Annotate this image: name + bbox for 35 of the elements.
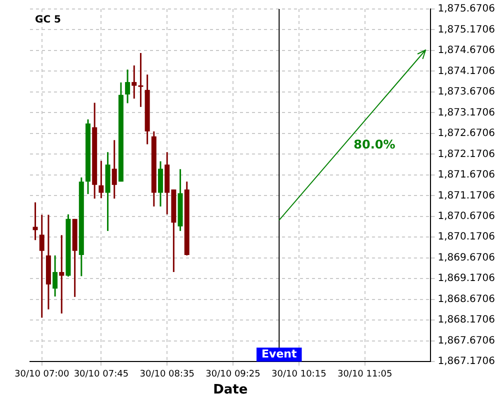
candlestick (39, 214, 44, 318)
x-axis-title: Date (213, 382, 248, 398)
x-tick-label: 30/10 11:05 (337, 369, 392, 380)
candlestick (59, 234, 64, 314)
x-tick-label: 30/10 09:25 (206, 369, 260, 380)
y-tick-label: 1,875.1706 (438, 24, 496, 36)
y-tick-label: 1,871.6706 (438, 170, 496, 181)
y-tick-label: 1,867.6706 (438, 335, 496, 346)
y-tick-label: 1,873.1706 (438, 107, 496, 118)
y-tick-label: 1,873.6706 (438, 86, 496, 98)
candlestick (112, 139, 117, 200)
x-tick-label: 30/10 08:35 (140, 369, 194, 380)
y-tick-label: 1,867.1706 (438, 356, 496, 368)
annotation: 80.0% (354, 138, 396, 152)
y-tick-label: 1,875.6706 (438, 4, 496, 15)
y-tick-label: 1,870.6706 (438, 211, 496, 222)
ref-line-label: Event (262, 347, 297, 360)
y-tick-label: 1,869.6706 (438, 252, 496, 264)
y-tick-label: 1,868.1706 (438, 314, 496, 326)
x-tick-label: 30/10 07:45 (74, 369, 129, 380)
candlestick (32, 202, 38, 241)
candlestick (52, 254, 58, 298)
text: GC 5 (35, 14, 62, 26)
y-tick-label: 1,874.6706 (438, 45, 496, 56)
y-tick-label: 1,870.1706 (438, 232, 496, 243)
y-tick-label: 1,872.1706 (438, 148, 496, 160)
y-tick-label: 1,872.6706 (438, 128, 496, 140)
candlestick (125, 68, 130, 104)
candlestick (98, 160, 104, 199)
y-tick-label: 1,868.6706 (438, 294, 496, 305)
y-tick-label: 1,874.1706 (438, 66, 496, 77)
y-tick-label: 1,869.1706 (438, 273, 496, 284)
x-tick-label: 30/10 10:15 (272, 369, 326, 380)
y-tick-label: 1,871.1706 (438, 190, 496, 202)
x-tick-label: 30/10 07:00 (14, 369, 70, 380)
